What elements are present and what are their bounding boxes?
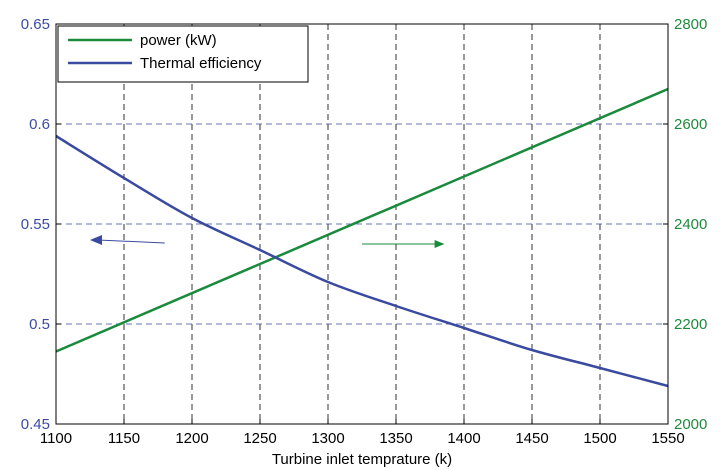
x-axis-tick-label: 1400 (447, 430, 480, 447)
left-axis-tick-label: 0.55 (21, 216, 50, 233)
legend-label-power: power (kW) (140, 32, 217, 49)
left-axis-tick-label: 0.5 (29, 316, 50, 333)
legend-box (57, 25, 309, 83)
arrow-head-left (90, 235, 102, 245)
x-axis-tick-label: 1150 (108, 430, 140, 447)
x-axis-tick-label: 1200 (175, 430, 208, 447)
x-axis-tick-label: 1300 (311, 430, 344, 447)
left-axis-tick-label: 0.65 (21, 16, 50, 33)
right-axis-tick-label: 2400 (674, 216, 707, 233)
right-axis-tick-label: 2200 (674, 316, 707, 333)
right-axis: 2000 2200 2400 2600 2800 (663, 16, 707, 433)
x-axis: 1100 1150 1200 1250 1300 1350 1400 1450 1500 1550 (40, 419, 685, 447)
right-axis-tick-label: 2000 (674, 416, 707, 433)
arrow-left-efficiency (97, 239, 165, 244)
series-layer (55, 87, 669, 388)
series-line-efficiency (55, 134, 669, 388)
x-axis-tick-label: 1100 (40, 430, 72, 447)
x-axis-tick-label: 1250 (243, 430, 276, 447)
x-axis-tick-label: 1500 (583, 430, 616, 447)
right-axis-tick-label: 2800 (674, 16, 707, 33)
x-axis-tick-label: 1350 (379, 430, 412, 447)
x-axis-tick-label: 1450 (515, 430, 548, 447)
x-axis-label: Turbine inlet temprature (k) (272, 451, 452, 468)
right-axis-tick-label: 2600 (674, 116, 707, 133)
annotation-layer (90, 235, 445, 248)
grid (56, 24, 668, 424)
series-line-power (55, 87, 669, 353)
left-axis: 0.45 0.5 0.55 0.6 0.65 (21, 16, 61, 433)
legend-label-efficiency: Thermal efficiency (140, 55, 262, 72)
x-axis-tick-label: 1550 (651, 430, 684, 447)
left-axis-tick-label: 0.45 (21, 416, 50, 433)
legend: power (kW) Thermal efficiency (57, 25, 309, 83)
left-axis-tick-label: 0.6 (29, 116, 50, 133)
